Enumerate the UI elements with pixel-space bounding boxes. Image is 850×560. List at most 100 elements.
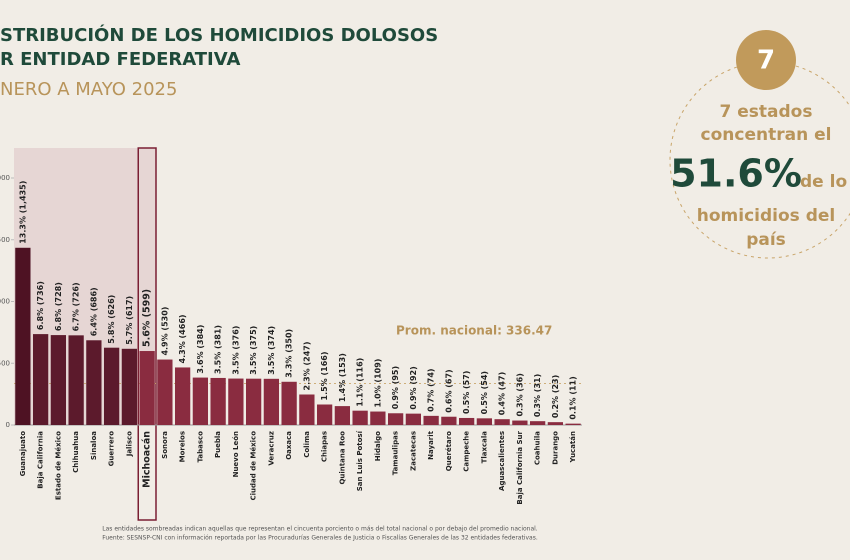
value-label: 3.5% (374) — [267, 326, 276, 375]
bar — [370, 411, 386, 425]
x-tick-label: Tabasco — [196, 431, 204, 463]
bar — [547, 422, 564, 425]
bar — [387, 413, 404, 425]
x-tick-label: Yucatán — [569, 431, 577, 463]
x-tick-label: Michoacán — [142, 431, 153, 488]
value-label: 3.5% (375) — [249, 326, 258, 375]
x-tick-label: Sonora — [161, 431, 169, 459]
value-label: 6.7% (726) — [72, 282, 81, 331]
x-tick-label: Estado de México — [54, 431, 62, 500]
y-tick-label: 1,500 — [0, 236, 10, 244]
x-tick-label: Campeche — [463, 431, 471, 472]
bar — [174, 367, 191, 425]
bar — [281, 381, 297, 425]
bar — [86, 340, 102, 425]
bar — [494, 419, 510, 425]
callout-text: homicidios del — [697, 206, 835, 226]
value-label: 0.2% (23) — [551, 375, 560, 418]
x-tick-label: Guanajuato — [19, 431, 27, 477]
value-label: 5.7% (617) — [125, 296, 134, 345]
x-tick-label: Oaxaca — [285, 431, 293, 460]
value-label: 6.4% (686) — [89, 287, 98, 336]
chart-title: STRIBUCIÓN DE LOS HOMICIDIOS DOLOSOS — [0, 24, 438, 46]
callout-text: de lo — [800, 172, 847, 192]
bar — [299, 394, 315, 425]
x-tick-label: Jalisco — [125, 431, 133, 457]
x-tick-label: Chiapas — [321, 431, 329, 462]
bar — [565, 423, 581, 425]
value-label: 3.5% (381) — [214, 325, 223, 374]
x-tick-label: Zacatecas — [409, 431, 417, 471]
chart-title: R ENTIDAD FEDERATIVA — [0, 49, 240, 70]
bar — [121, 348, 138, 425]
bar — [529, 421, 546, 425]
badge-text: 7 — [757, 46, 775, 76]
value-label: 5.6% (599) — [142, 289, 153, 347]
bar — [50, 335, 67, 425]
x-tick-label: Nayarit — [427, 430, 435, 460]
x-tick-label: Tlaxcala — [480, 431, 488, 464]
bar — [476, 418, 493, 425]
bar — [263, 378, 280, 425]
bar — [32, 334, 49, 425]
x-tick-label: Baja California Sur — [516, 430, 524, 504]
callout-text: concentran el — [701, 125, 832, 145]
bar — [441, 416, 457, 425]
x-tick-label: Durango — [551, 431, 559, 465]
x-tick-label: Aguascalientes — [498, 431, 506, 491]
value-label: 3.6% (384) — [196, 325, 205, 374]
value-label: 0.6% (67) — [444, 369, 453, 412]
callout-big: 51.6% — [670, 152, 802, 196]
bar — [15, 247, 31, 425]
x-tick-label: Quintana Roo — [338, 431, 346, 485]
bar — [192, 377, 209, 425]
value-label: 6.8% (728) — [54, 282, 63, 331]
value-label: 0.5% (54) — [480, 371, 489, 414]
x-tick-label: Querétaro — [445, 431, 453, 471]
value-label: 0.1% (11) — [569, 376, 578, 419]
value-label: 0.7% (74) — [427, 368, 436, 411]
bar — [512, 420, 528, 425]
value-label: 3.3% (350) — [285, 329, 294, 378]
bar — [352, 410, 368, 425]
bar — [68, 335, 84, 425]
value-label: 1.1% (116) — [356, 358, 365, 407]
source: Fuente: SESNSP-CNI con información repor… — [102, 535, 538, 542]
bar — [245, 378, 262, 425]
bar — [228, 378, 244, 425]
bar — [423, 415, 439, 425]
bar — [405, 413, 422, 425]
bar — [103, 347, 120, 425]
callout-text: 7 estados — [720, 102, 813, 122]
x-tick-label: Veracruz — [267, 431, 275, 466]
x-tick-label: Hidalgo — [374, 431, 382, 461]
value-label: 0.5% (57) — [462, 371, 471, 414]
value-label: 5.8% (626) — [107, 295, 116, 344]
value-label: 13.3% (1,435) — [18, 181, 27, 244]
footnote: Las entidades sombreadas indican aquella… — [102, 526, 538, 533]
x-tick-label: Guerrero — [108, 431, 116, 467]
bar — [157, 359, 173, 425]
value-label: 0.9% (95) — [391, 366, 400, 409]
value-label: 4.3% (466) — [178, 314, 187, 363]
value-label: 6.8% (736) — [36, 281, 45, 330]
x-tick-label: Sinaloa — [90, 431, 98, 460]
x-tick-label: Colima — [303, 431, 311, 458]
bar — [334, 406, 351, 425]
bar — [210, 377, 226, 425]
x-tick-label: Coahuila — [534, 431, 542, 465]
highlight-box — [137, 147, 157, 521]
x-tick-label: San Luis Potosí — [356, 430, 364, 491]
value-label: 4.9% (530) — [160, 307, 169, 356]
callout-text: país — [746, 230, 786, 250]
x-tick-label: Ciudad de México — [250, 431, 258, 501]
x-tick-label: Baja California — [37, 431, 45, 489]
value-label: 1.4% (153) — [338, 353, 347, 402]
bar — [139, 351, 155, 425]
value-label: 1.5% (166) — [320, 352, 329, 401]
y-tick-label: 500 — [0, 359, 10, 367]
value-label: 2.3% (247) — [302, 342, 311, 391]
x-tick-label: Chihuahua — [72, 431, 80, 473]
callout-badge — [736, 30, 796, 90]
